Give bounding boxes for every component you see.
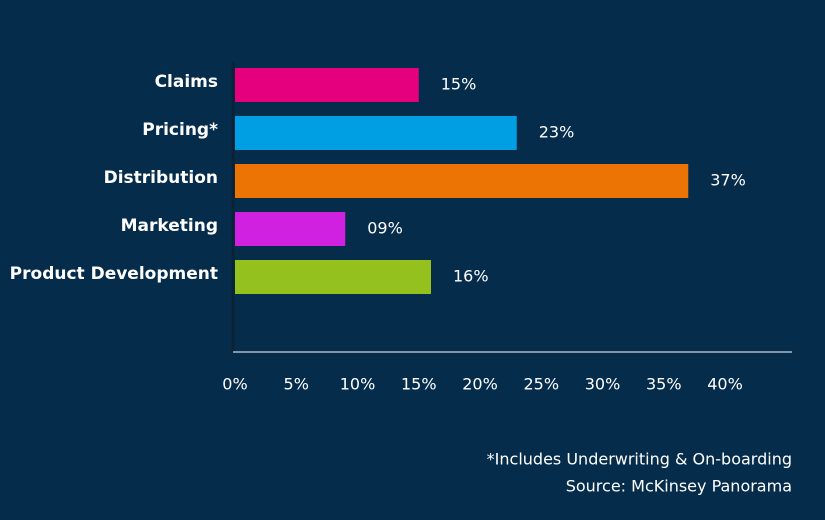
category-label: Product Development [10,264,218,284]
x-tick-label: 40% [707,375,743,394]
value-label: 37% [710,171,746,190]
x-tick-label: 5% [284,375,309,394]
bar [235,68,419,102]
bar [235,164,689,198]
category-label: Distribution [104,168,218,188]
x-tick-label: 20% [462,375,498,394]
value-label: 16% [453,267,489,286]
bar [235,212,346,246]
category-label: Marketing [121,216,218,236]
source: Source: McKinsey Panorama [566,477,792,496]
bar [235,116,517,150]
x-tick-label: 0% [222,375,247,394]
x-tick-label: 10% [340,375,376,394]
category-label: Pricing* [142,120,218,140]
value-label: 23% [539,123,575,142]
x-tick-label: 35% [646,375,682,394]
bar [235,260,431,294]
category-label: Claims [155,72,218,92]
value-label: 15% [441,75,477,94]
x-tick-label: 30% [585,375,621,394]
x-tick-label: 25% [523,375,559,394]
x-tick-label: 15% [401,375,437,394]
value-label: 09% [367,219,403,238]
footnote: *Includes Underwriting & On-boarding [487,450,792,469]
